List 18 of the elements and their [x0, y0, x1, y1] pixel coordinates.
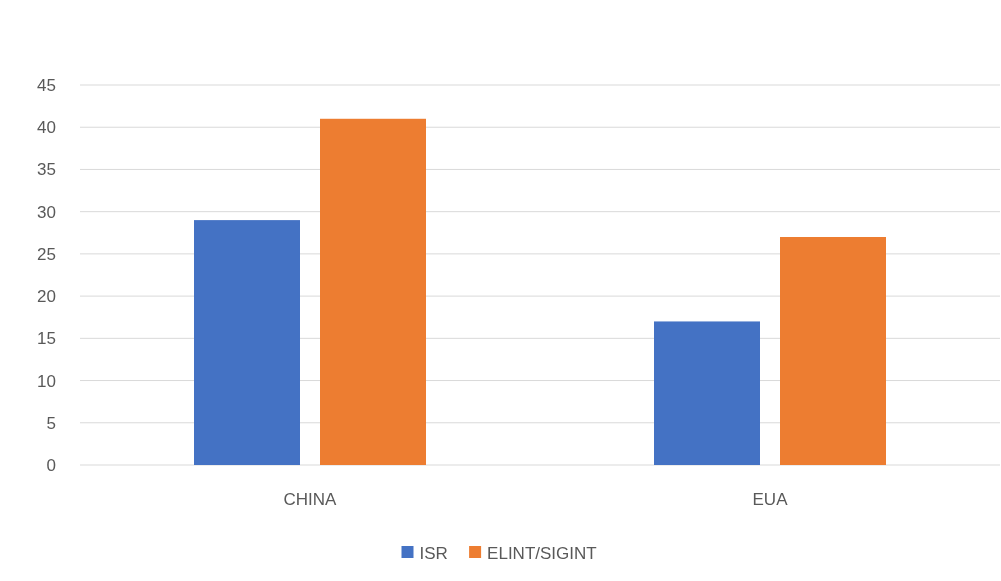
y-tick-label: 35	[37, 160, 56, 180]
x-tick-label: CHINA	[283, 490, 338, 509]
y-tick-label: 5	[46, 413, 56, 433]
y-tick-label: 20	[37, 287, 56, 307]
legend-label: ELINT/SIGINT	[487, 543, 597, 563]
bar	[654, 321, 760, 465]
y-tick-label: 40	[37, 118, 56, 138]
legend-label: ISR	[419, 543, 448, 563]
y-tick-label: 30	[37, 202, 56, 222]
y-tick-label: 15	[37, 329, 56, 349]
y-tick-label: 10	[37, 371, 56, 391]
bar	[194, 220, 300, 465]
x-tick-label: EUA	[752, 490, 789, 509]
y-tick-label: 0	[46, 455, 56, 475]
bar	[780, 237, 886, 465]
y-tick-label: 45	[37, 75, 56, 95]
bar	[320, 118, 426, 465]
y-tick-label: 25	[37, 244, 56, 264]
